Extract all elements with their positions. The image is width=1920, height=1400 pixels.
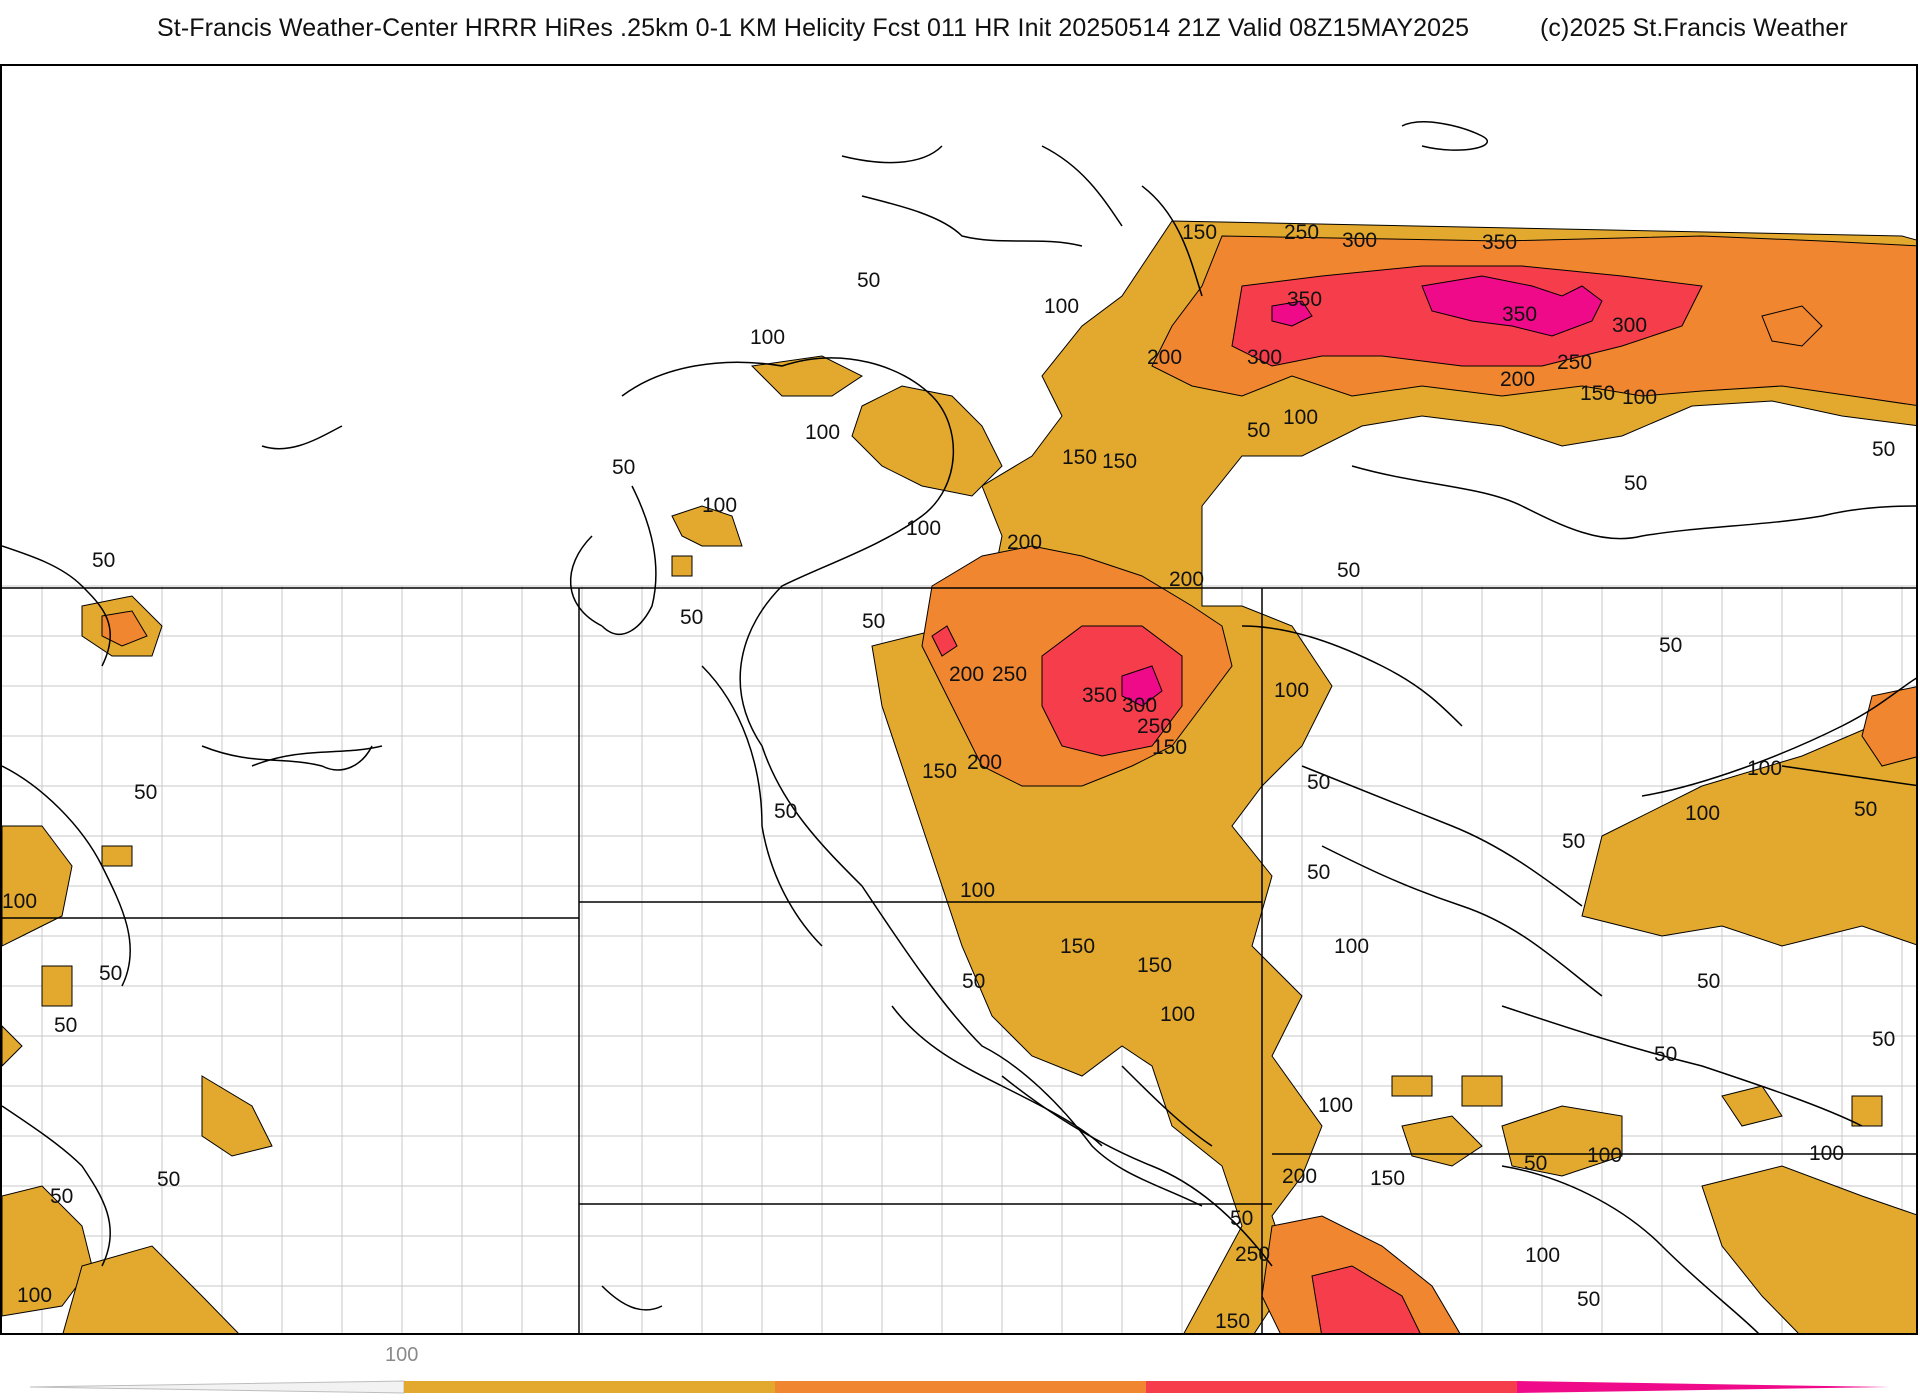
contour-label: 200 — [1147, 346, 1182, 369]
contour-label: 50 — [1659, 634, 1682, 657]
contour-label: 100 — [1334, 935, 1369, 958]
contour-label: 50 — [99, 962, 122, 985]
contour-label: 50 — [680, 606, 703, 629]
contour-label: 100 — [17, 1284, 52, 1307]
contour-label: 100 — [1274, 679, 1309, 702]
contour-label: 100 — [1685, 802, 1720, 825]
contour-label: 350 — [1082, 684, 1117, 707]
contour-label: 50 — [857, 269, 880, 292]
color-legend: 100 — [0, 1340, 1920, 1400]
contour-label: 300 — [1122, 694, 1157, 717]
copyright-label: (c)2025 St.Francis Weather — [1540, 14, 1848, 42]
contour-label: 100 — [1525, 1244, 1560, 1267]
contour-label: 50 — [1624, 472, 1647, 495]
contour-label: 50 — [1230, 1207, 1253, 1230]
contour-label: 250 — [1557, 351, 1592, 374]
contour-label: 150 — [922, 760, 957, 783]
contour-label: 250 — [1235, 1243, 1270, 1266]
legend-bar — [29, 1380, 1890, 1394]
contour-label: 150 — [1182, 221, 1217, 244]
contour-label: 50 — [1577, 1288, 1600, 1311]
legend-bin-350 — [1517, 1381, 1890, 1393]
contour-label: 350 — [1287, 288, 1322, 311]
rivers — [201, 425, 1916, 1267]
contour-label: 100 — [1809, 1142, 1844, 1165]
contour-label: 250 — [1284, 221, 1319, 244]
contour-label: 150 — [1102, 450, 1137, 473]
contour-label: 250 — [992, 663, 1027, 686]
map-title-bar: St-Francis Weather-Center HRRR HiRes .25… — [0, 14, 1920, 54]
legend-bin-below — [29, 1380, 405, 1394]
contour-label: 150 — [1060, 935, 1095, 958]
helicity-fill-100 — [2, 220, 1916, 1333]
helicity-fill-350 — [1121, 275, 1603, 707]
contour-label: 50 — [1854, 798, 1877, 821]
contour-label: 100 — [805, 421, 840, 444]
contour-labels: 150 250 300 350 350 350 300 300 250 200 … — [2, 221, 1895, 1333]
contour-label: 150 — [1137, 954, 1172, 977]
helicity-map[interactable]: 150 250 300 350 350 350 300 300 250 200 … — [0, 64, 1918, 1335]
map-title: St-Francis Weather-Center HRRR HiRes .25… — [157, 14, 1470, 42]
contour-label: 50 — [1872, 1028, 1895, 1051]
contour-label: 100 — [702, 494, 737, 517]
contour-label: 200 — [1169, 568, 1204, 591]
contour-label: 50 — [1872, 438, 1895, 461]
legend-tick-label: 100 — [385, 1344, 419, 1366]
contour-label: 50 — [862, 610, 885, 633]
contour-label: 50 — [50, 1185, 73, 1208]
contour-label: 100 — [1587, 1144, 1622, 1167]
contour-label: 50 — [134, 781, 157, 804]
contour-label: 150 — [1062, 446, 1097, 469]
contour-label: 200 — [949, 663, 984, 686]
contour-label: 100 — [1747, 757, 1782, 780]
contour-label: 150 — [1152, 736, 1187, 759]
contour-label: 200 — [967, 751, 1002, 774]
contour-label: 50 — [1307, 771, 1330, 794]
contour-label: 150 — [1580, 382, 1615, 405]
contour-label: 100 — [1318, 1094, 1353, 1117]
contour-label: 50 — [1247, 419, 1270, 442]
contour-label: 50 — [157, 1168, 180, 1191]
contour-label: 250 — [1137, 715, 1172, 738]
contour-label: 300 — [1342, 229, 1377, 252]
contour-label: 150 — [1370, 1167, 1405, 1190]
contour-label: 50 — [1654, 1043, 1677, 1066]
contour-label: 50 — [1307, 861, 1330, 884]
contour-label: 100 — [1622, 386, 1657, 409]
contour-label: 50 — [54, 1014, 77, 1037]
contour-label: 350 — [1502, 303, 1537, 326]
contour-label: 200 — [1282, 1165, 1317, 1188]
contour-label: 50 — [774, 800, 797, 823]
contour-label: 350 — [1482, 231, 1517, 254]
state-boundaries — [2, 587, 1916, 1333]
contour-label: 100 — [2, 890, 37, 913]
contour-label: 300 — [1247, 346, 1282, 369]
contour-label: 150 — [1215, 1310, 1250, 1333]
legend-bin-250 — [1146, 1381, 1517, 1393]
contour-label: 100 — [750, 326, 785, 349]
contour-label: 100 — [906, 517, 941, 540]
contour-label: 50 — [92, 549, 115, 572]
contour-label: 100 — [1044, 295, 1079, 318]
contour-label: 200 — [1007, 531, 1042, 554]
legend-bin-150 — [775, 1381, 1146, 1393]
contour-label: 50 — [1562, 830, 1585, 853]
contour-label: 50 — [1697, 970, 1720, 993]
contour-label: 100 — [1160, 1003, 1195, 1026]
legend-bin-100 — [404, 1381, 775, 1393]
contour-label: 100 — [960, 879, 995, 902]
contour-label: 50 — [612, 456, 635, 479]
map-canvas: 150 250 300 350 350 350 300 300 250 200 … — [2, 121, 1916, 1333]
contour-label: 300 — [1612, 314, 1647, 337]
contour-label: 100 — [1283, 406, 1318, 429]
contour-label: 200 — [1500, 368, 1535, 391]
contour-label: 50 — [1337, 559, 1360, 582]
contour-label: 50 — [962, 970, 985, 993]
contour-label: 50 — [1524, 1152, 1547, 1175]
